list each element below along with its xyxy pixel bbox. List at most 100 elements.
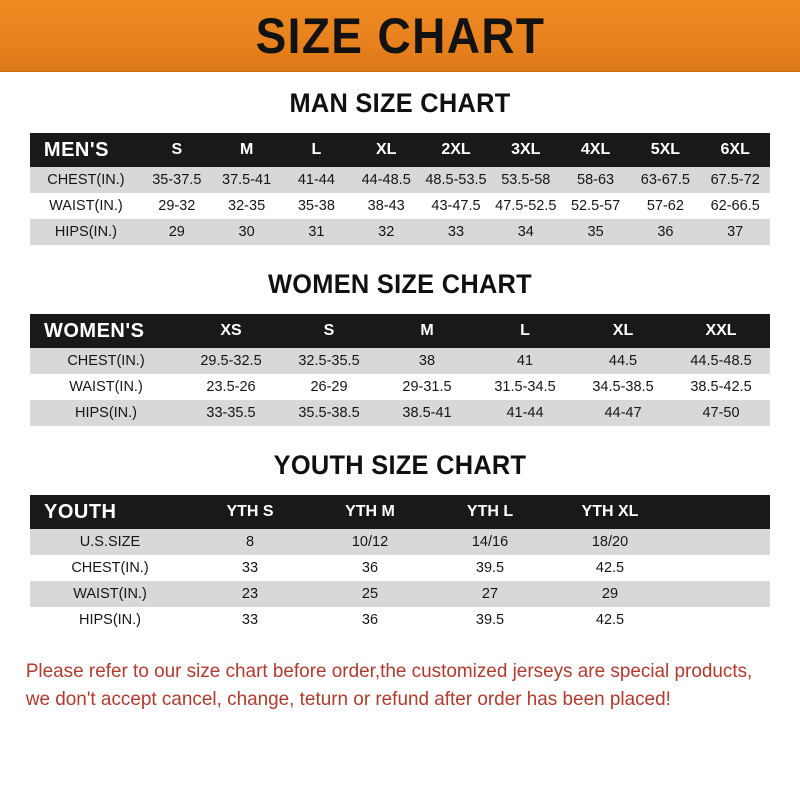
youth-size-header: YTH L [430,495,550,529]
women-header-row: WOMEN'S XS S M L XL XXL [30,314,770,348]
men-cell: 41-44 [281,167,352,193]
men-cell: 37 [700,219,771,245]
women-cell: 44-47 [574,400,672,426]
women-size-header: XXL [672,314,770,348]
men-row-label: HIPS(IN.) [29,219,142,245]
table-row: CHEST(IN.) 29.5-32.5 32.5-35.5 38 41 44.… [30,348,770,374]
table-row: HIPS(IN.) 29 30 31 32 33 34 35 36 37 [29,219,771,245]
youth-row-label: U.S.SIZE [30,529,190,555]
page-banner: SIZE CHART [0,0,800,72]
men-cell: 48.5-53.5 [421,167,491,193]
men-cell: 29 [141,219,212,245]
spacer-men-title [0,119,800,133]
women-cell: 29-31.5 [378,374,476,400]
youth-size-header: YTH M [310,495,430,529]
men-cell: 44-48.5 [351,167,422,193]
youth-cell: 42.5 [550,555,670,581]
youth-cell-spacer [670,529,770,555]
men-cell: 32 [351,219,422,245]
men-size-table: MEN'S S M L XL 2XL 3XL 4XL 5XL 6XL CHEST… [29,133,771,245]
youth-cell: 10/12 [310,529,430,555]
women-row-label: CHEST(IN.) [30,348,182,374]
men-size-header: 3XL [490,133,561,167]
men-size-header: 4XL [560,133,631,167]
women-size-header: XL [574,314,672,348]
women-size-header: L [476,314,574,348]
men-cell: 36 [630,219,701,245]
women-size-header: XS [182,314,280,348]
youth-cell: 18/20 [550,529,670,555]
women-row-label: HIPS(IN.) [30,400,182,426]
women-cell: 23.5-26 [182,374,280,400]
youth-cell: 23 [190,581,310,607]
men-cell: 57-62 [630,193,701,219]
spacer-youth-title [0,481,800,495]
men-cell: 67.5-72 [700,167,771,193]
women-cell: 44.5 [574,348,672,374]
youth-cell: 33 [190,607,310,633]
youth-header-row: YOUTH YTH S YTH M YTH L YTH XL [30,495,770,529]
men-cell: 31 [281,219,352,245]
men-header-row: MEN'S S M L XL 2XL 3XL 4XL 5XL 6XL [29,133,771,167]
men-cell: 62-66.5 [700,193,771,219]
women-cell: 32.5-35.5 [280,348,378,374]
women-cell: 33-35.5 [182,400,280,426]
youth-cell: 39.5 [430,555,550,581]
table-row: U.S.SIZE 8 10/12 14/16 18/20 [30,529,770,555]
men-cell: 33 [421,219,491,245]
table-row: HIPS(IN.) 33-35.5 35.5-38.5 38.5-41 41-4… [30,400,770,426]
youth-cell: 25 [310,581,430,607]
women-size-header: M [378,314,476,348]
women-corner-label: WOMEN'S [30,314,182,348]
order-policy-note: Please refer to our size chart before or… [20,657,757,714]
youth-row-label: WAIST(IN.) [30,581,190,607]
youth-cell: 14/16 [430,529,550,555]
spacer-before-note [0,633,800,657]
men-cell: 32-35 [211,193,282,219]
page-title: SIZE CHART [255,7,545,64]
men-corner-label: MEN'S [29,133,142,167]
men-cell: 38-43 [351,193,422,219]
note-line-2: we don't accept cancel, change, teturn o… [25,688,671,711]
women-cell: 38 [378,348,476,374]
men-cell: 35-38 [281,193,352,219]
spacer-after-women-table [0,426,800,450]
men-size-header: XL [351,133,422,167]
youth-cell: 39.5 [430,607,550,633]
men-cell: 63-67.5 [630,167,701,193]
men-cell: 34 [490,219,561,245]
women-section-title: WOMEN SIZE CHART [268,269,532,299]
men-cell: 35 [560,219,631,245]
women-cell: 38.5-42.5 [672,374,770,400]
youth-cell-spacer [670,607,770,633]
men-row-label: WAIST(IN.) [29,193,142,219]
men-cell: 30 [211,219,282,245]
youth-cell-spacer [670,581,770,607]
spacer-after-banner [0,72,800,88]
women-cell: 47-50 [672,400,770,426]
men-section-title: MAN SIZE CHART [289,88,511,118]
youth-cell: 36 [310,555,430,581]
youth-size-table: YOUTH YTH S YTH M YTH L YTH XL U.S.SIZE … [30,495,770,633]
note-line-1: Please refer to our size chart before or… [25,660,753,682]
men-cell: 52.5-57 [560,193,631,219]
youth-size-header: YTH XL [550,495,670,529]
men-cell: 35-37.5 [141,167,212,193]
table-row: CHEST(IN.) 35-37.5 37.5-41 41-44 44-48.5… [29,167,771,193]
youth-header-spacer [670,495,770,529]
spacer-after-men-table [0,245,800,269]
women-cell: 31.5-34.5 [476,374,574,400]
youth-cell: 27 [430,581,550,607]
women-cell: 38.5-41 [378,400,476,426]
women-cell: 41 [476,348,574,374]
men-cell: 37.5-41 [211,167,282,193]
men-row-label: CHEST(IN.) [29,167,142,193]
men-cell: 29-32 [141,193,212,219]
table-row: HIPS(IN.) 33 36 39.5 42.5 [30,607,770,633]
women-size-header: S [280,314,378,348]
men-size-header: M [211,133,282,167]
men-size-header: 2XL [421,133,491,167]
youth-cell: 33 [190,555,310,581]
men-size-header: S [141,133,212,167]
men-size-header: 6XL [700,133,771,167]
